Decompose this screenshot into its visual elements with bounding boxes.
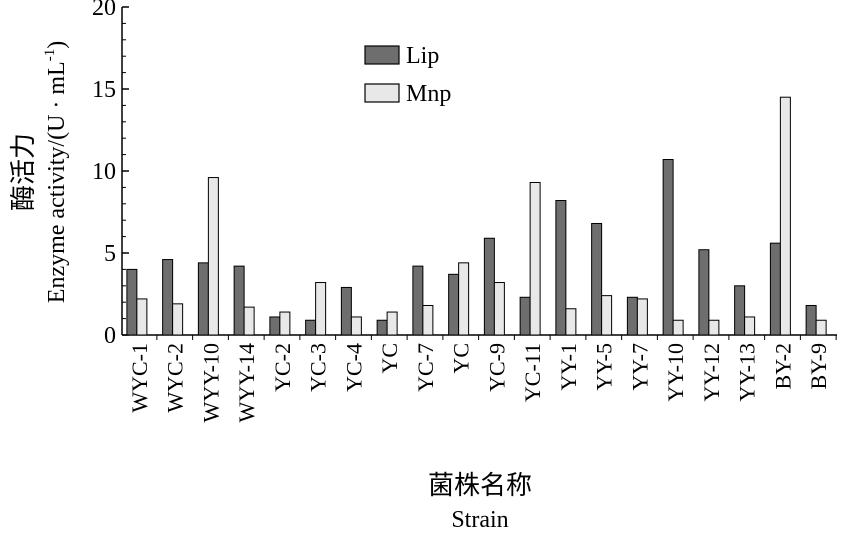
bar-lip bbox=[769, 242, 781, 336]
bar-mnp bbox=[672, 319, 684, 336]
x-tick-label: WYY-10 bbox=[198, 343, 223, 422]
bar-mnp bbox=[422, 304, 434, 336]
bar-lip bbox=[269, 316, 281, 336]
bar-lip bbox=[626, 296, 638, 336]
bar-mnp bbox=[350, 316, 362, 336]
bar-lip bbox=[698, 249, 710, 336]
bar-lip bbox=[483, 237, 495, 336]
bar-mnp bbox=[243, 306, 255, 336]
bar-lip bbox=[805, 304, 817, 336]
y-axis-title: 酶活力 Enzyme activity/(U · mL-1) bbox=[9, 41, 70, 303]
legend-swatch-mnp bbox=[364, 83, 400, 103]
bar-lip bbox=[519, 296, 531, 336]
bar-mnp bbox=[136, 298, 148, 336]
x-tick-label: YC-7 bbox=[413, 343, 438, 392]
y-axis-title-en: Enzyme activity/(U · mL-1) bbox=[42, 41, 70, 303]
legend-swatch-lip bbox=[364, 45, 400, 65]
bar-lip bbox=[662, 159, 674, 336]
bar-mnp bbox=[386, 311, 398, 336]
bar-lip bbox=[126, 268, 138, 336]
x-tick-label: WYC-1 bbox=[127, 343, 152, 413]
x-tick-label: YC-11 bbox=[520, 343, 545, 402]
bar-mnp bbox=[207, 177, 219, 336]
bar-mnp bbox=[172, 303, 184, 336]
bar-mnp bbox=[636, 298, 648, 336]
x-tick-label: YY-7 bbox=[627, 343, 652, 391]
x-axis-title-en: Strain bbox=[451, 507, 508, 533]
legend-label-lip: Lip bbox=[406, 43, 439, 69]
x-tick-label: YY-12 bbox=[699, 343, 724, 402]
bar-mnp bbox=[565, 308, 577, 336]
bar-mnp bbox=[493, 282, 505, 336]
y-tick-label: 10 bbox=[92, 159, 116, 185]
x-tick-label: YY-5 bbox=[592, 343, 617, 391]
plot-area: 0 5 10 15 20 WYC-1 WYC-2 WYY-10 WYY-14 YC-2 YC-3 YC… bbox=[92, 0, 837, 422]
bar-mnp bbox=[458, 262, 470, 336]
bar-lip bbox=[448, 273, 460, 336]
x-tick-label: YC-3 bbox=[306, 343, 331, 392]
bar-mnp bbox=[744, 316, 756, 336]
bar-mnp bbox=[601, 295, 613, 336]
x-tick-label: YC-2 bbox=[270, 343, 295, 392]
x-tick-label: BY-9 bbox=[806, 343, 831, 389]
legend-label-mnp: Mnp bbox=[406, 81, 451, 107]
y-tick-label: 5 bbox=[104, 241, 116, 267]
x-tick-label: YC bbox=[449, 343, 474, 374]
x-tick-label: YY-10 bbox=[663, 343, 688, 402]
bar-lip bbox=[412, 265, 424, 336]
bar-mnp bbox=[279, 311, 291, 336]
bar-mnp bbox=[315, 282, 327, 336]
x-tick-label: YC bbox=[377, 343, 402, 374]
bar-lip bbox=[376, 319, 388, 336]
y-axis-title-cn: 酶活力 bbox=[9, 133, 39, 211]
bar-lip bbox=[734, 285, 746, 336]
x-axis-title-cn: 菌株名称 bbox=[428, 471, 532, 501]
legend: Lip Mnp bbox=[364, 43, 451, 107]
bar-mnp bbox=[779, 96, 791, 336]
x-tick-label: YC-4 bbox=[341, 343, 366, 392]
x-tick-label: BY-2 bbox=[770, 343, 795, 389]
bar-lip bbox=[340, 286, 352, 336]
bar-mnp bbox=[708, 319, 720, 336]
bar-lip bbox=[233, 265, 245, 336]
bar-lip bbox=[591, 222, 603, 336]
x-tick-label: YC-9 bbox=[484, 343, 509, 392]
bar-lip bbox=[162, 259, 174, 336]
bar-mnp bbox=[815, 319, 827, 336]
bar-lip bbox=[305, 319, 317, 336]
bar-lip bbox=[555, 200, 567, 336]
x-tick-label: WYY-14 bbox=[234, 343, 259, 422]
y-tick-label: 0 bbox=[104, 323, 116, 349]
bar-lip bbox=[197, 262, 209, 336]
x-tick-label: YY-1 bbox=[556, 343, 581, 391]
x-tick-label: WYC-2 bbox=[163, 343, 188, 413]
y-tick-label: 15 bbox=[92, 77, 116, 103]
y-tick-label: 20 bbox=[92, 0, 116, 21]
x-tick-label: YY-13 bbox=[735, 343, 760, 402]
bar-mnp bbox=[529, 181, 541, 336]
